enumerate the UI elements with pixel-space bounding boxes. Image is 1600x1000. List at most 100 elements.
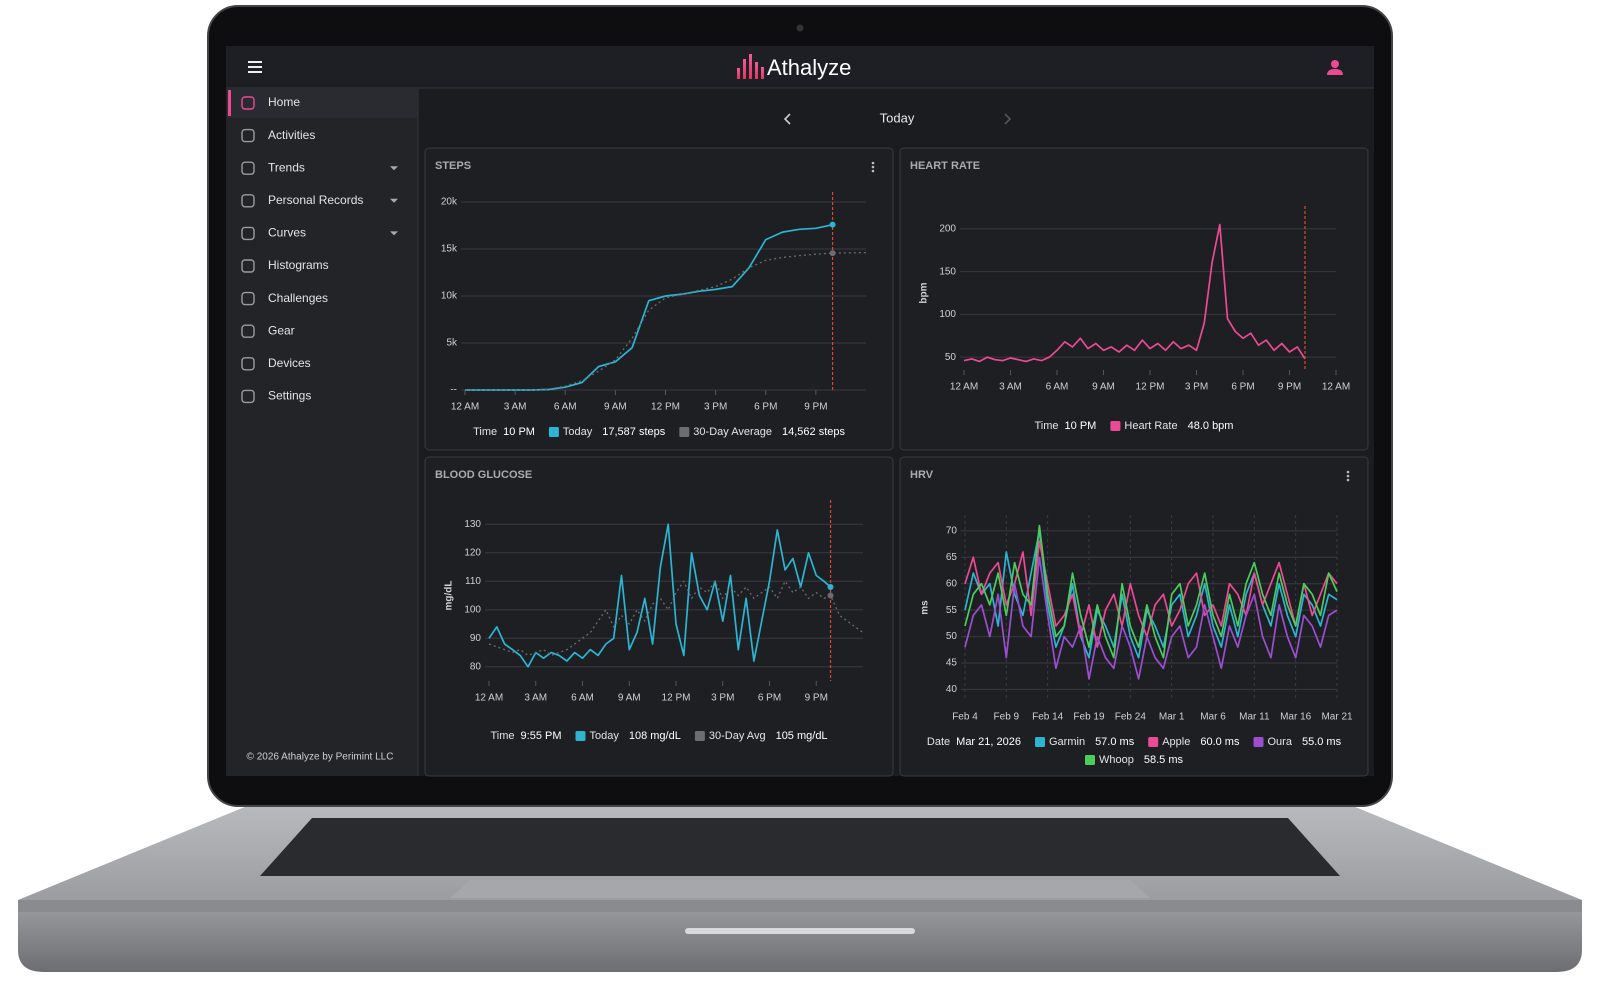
x-tick-label: Feb 9: [994, 712, 1020, 723]
y-tick-label: 10k: [441, 291, 458, 302]
legend-label: Heart Rate: [1124, 420, 1177, 432]
series-readout: 105 mg/dL: [776, 730, 828, 742]
nav-label: Personal Records: [268, 193, 363, 207]
nav-item[interactable]: Settings: [241, 389, 311, 404]
readout-label: Time: [1035, 420, 1059, 432]
y-axis-label: ms: [920, 600, 931, 615]
date-label: Today: [880, 110, 915, 125]
chart-menu[interactable]: [871, 161, 875, 173]
nav-item[interactable]: Challenges: [241, 291, 328, 306]
y-tick-label: 55: [946, 605, 958, 616]
nav-expand: [390, 231, 398, 236]
nav-label: Gear: [268, 323, 295, 337]
legend-label: Whoop: [1099, 754, 1134, 766]
line-series: [963, 223, 1306, 363]
legend-swatch: [1085, 755, 1095, 765]
nav-active-bar: [228, 90, 231, 116]
x-tick-label: 6 AM: [554, 402, 577, 413]
nav-item[interactable]: Devices: [241, 356, 311, 371]
readout-item: Time 9:55 PM: [491, 730, 562, 742]
line-series: [488, 523, 832, 668]
y-tick-label: 15k: [441, 244, 458, 255]
sidebar: [226, 88, 418, 776]
x-tick-label: Mar 1: [1159, 712, 1185, 723]
line-series: [964, 524, 1338, 659]
nav-item[interactable]: Gear: [241, 323, 295, 338]
nav-icon: [241, 291, 255, 306]
nav-item[interactable]: Personal Records: [241, 193, 398, 208]
readout-label: Time: [491, 730, 515, 742]
x-tick-label: Mar 21: [1321, 712, 1353, 723]
nav-icon: [241, 324, 255, 338]
logo-mark: [737, 54, 764, 79]
x-tick-label: 12 AM: [475, 693, 503, 704]
x-tick-label: 6 AM: [571, 693, 594, 704]
chart-title: HEART RATE: [910, 160, 980, 172]
x-tick-label: 12 AM: [950, 382, 978, 393]
x-tick-label: 9 AM: [1092, 382, 1115, 393]
y-tick-label: 50: [946, 631, 958, 642]
legend-label: Garmin: [1049, 736, 1085, 748]
y-tick-label: --: [450, 385, 457, 396]
nav-item[interactable]: Home: [227, 88, 417, 118]
chart-menu[interactable]: [1346, 470, 1350, 482]
menu-dot: [1346, 470, 1350, 474]
y-tick-label: 20k: [441, 197, 458, 208]
nav-icon: [241, 259, 255, 273]
x-tick-label: 6 PM: [1231, 382, 1254, 393]
readout-item: Garmin 57.0 ms: [1035, 736, 1135, 748]
nav-item[interactable]: Curves: [241, 226, 398, 241]
menu-button[interactable]: [248, 61, 262, 73]
legend-label: 30-Day Avg: [709, 730, 766, 742]
legend-swatch: [679, 427, 690, 437]
user-button[interactable]: [1327, 60, 1343, 75]
x-tick-label: 12 PM: [1136, 382, 1165, 393]
y-tick-label: 110: [465, 576, 481, 587]
x-tick-label: 6 AM: [1046, 382, 1069, 393]
x-tick-label: 6 PM: [754, 402, 777, 413]
legend-swatch: [1148, 737, 1159, 747]
nav-item[interactable]: Activities: [241, 128, 315, 143]
chart-panel: [899, 147, 1369, 451]
y-tick-label: 100: [464, 604, 481, 615]
legend-swatch: [1253, 737, 1264, 747]
y-tick-label: 60: [946, 578, 958, 589]
nav-item[interactable]: Trends: [241, 160, 398, 175]
y-tick-label: 50: [945, 352, 957, 363]
nav-icon: [241, 96, 255, 110]
readout-label: Date: [927, 736, 950, 748]
x-tick-label: 12 AM: [1322, 382, 1350, 393]
x-tick-label: 12 PM: [651, 402, 680, 413]
legend-label: Oura: [1268, 736, 1293, 748]
readout-value: 10 PM: [1065, 420, 1097, 432]
x-tick-label: Feb 19: [1073, 712, 1105, 723]
x-tick-label: Mar 16: [1280, 712, 1312, 723]
x-tick-label: 9 PM: [805, 693, 828, 704]
y-tick-label: 40: [946, 684, 958, 695]
nav-icon: [241, 161, 255, 175]
chart-title: STEPS: [435, 160, 471, 172]
readout-value: Mar 21, 2026: [956, 736, 1021, 748]
x-tick-label: Feb 24: [1115, 712, 1147, 723]
series-readout: 58.5 ms: [1144, 754, 1184, 766]
nav-item[interactable]: Histograms: [241, 258, 329, 273]
legend-label: Today: [563, 426, 593, 438]
x-tick-label: 12 AM: [451, 402, 479, 413]
readout-item: 30-Day Avg 105 mg/dL: [694, 730, 828, 742]
x-tick-label: 12 PM: [662, 693, 691, 704]
line-series: [964, 556, 1338, 680]
x-tick-label: 3 PM: [1185, 382, 1208, 393]
readout-item: Apple 60.0 ms: [1148, 736, 1240, 748]
y-axis-label: bpm: [919, 282, 930, 303]
y-tick-label: 45: [946, 658, 958, 669]
brand: Athalyze: [767, 55, 851, 80]
readout-item: Oura 55.0 ms: [1253, 736, 1342, 748]
nav-label: Trends: [268, 160, 305, 174]
legend-swatch: [1110, 421, 1121, 431]
readout-item: Time 10 PM: [1035, 420, 1097, 432]
next-day[interactable]: [1004, 113, 1012, 125]
keyboard: [260, 818, 1340, 876]
y-tick-label: 200: [939, 223, 956, 234]
prev-day[interactable]: [783, 113, 791, 125]
nav-icon: [241, 194, 255, 208]
